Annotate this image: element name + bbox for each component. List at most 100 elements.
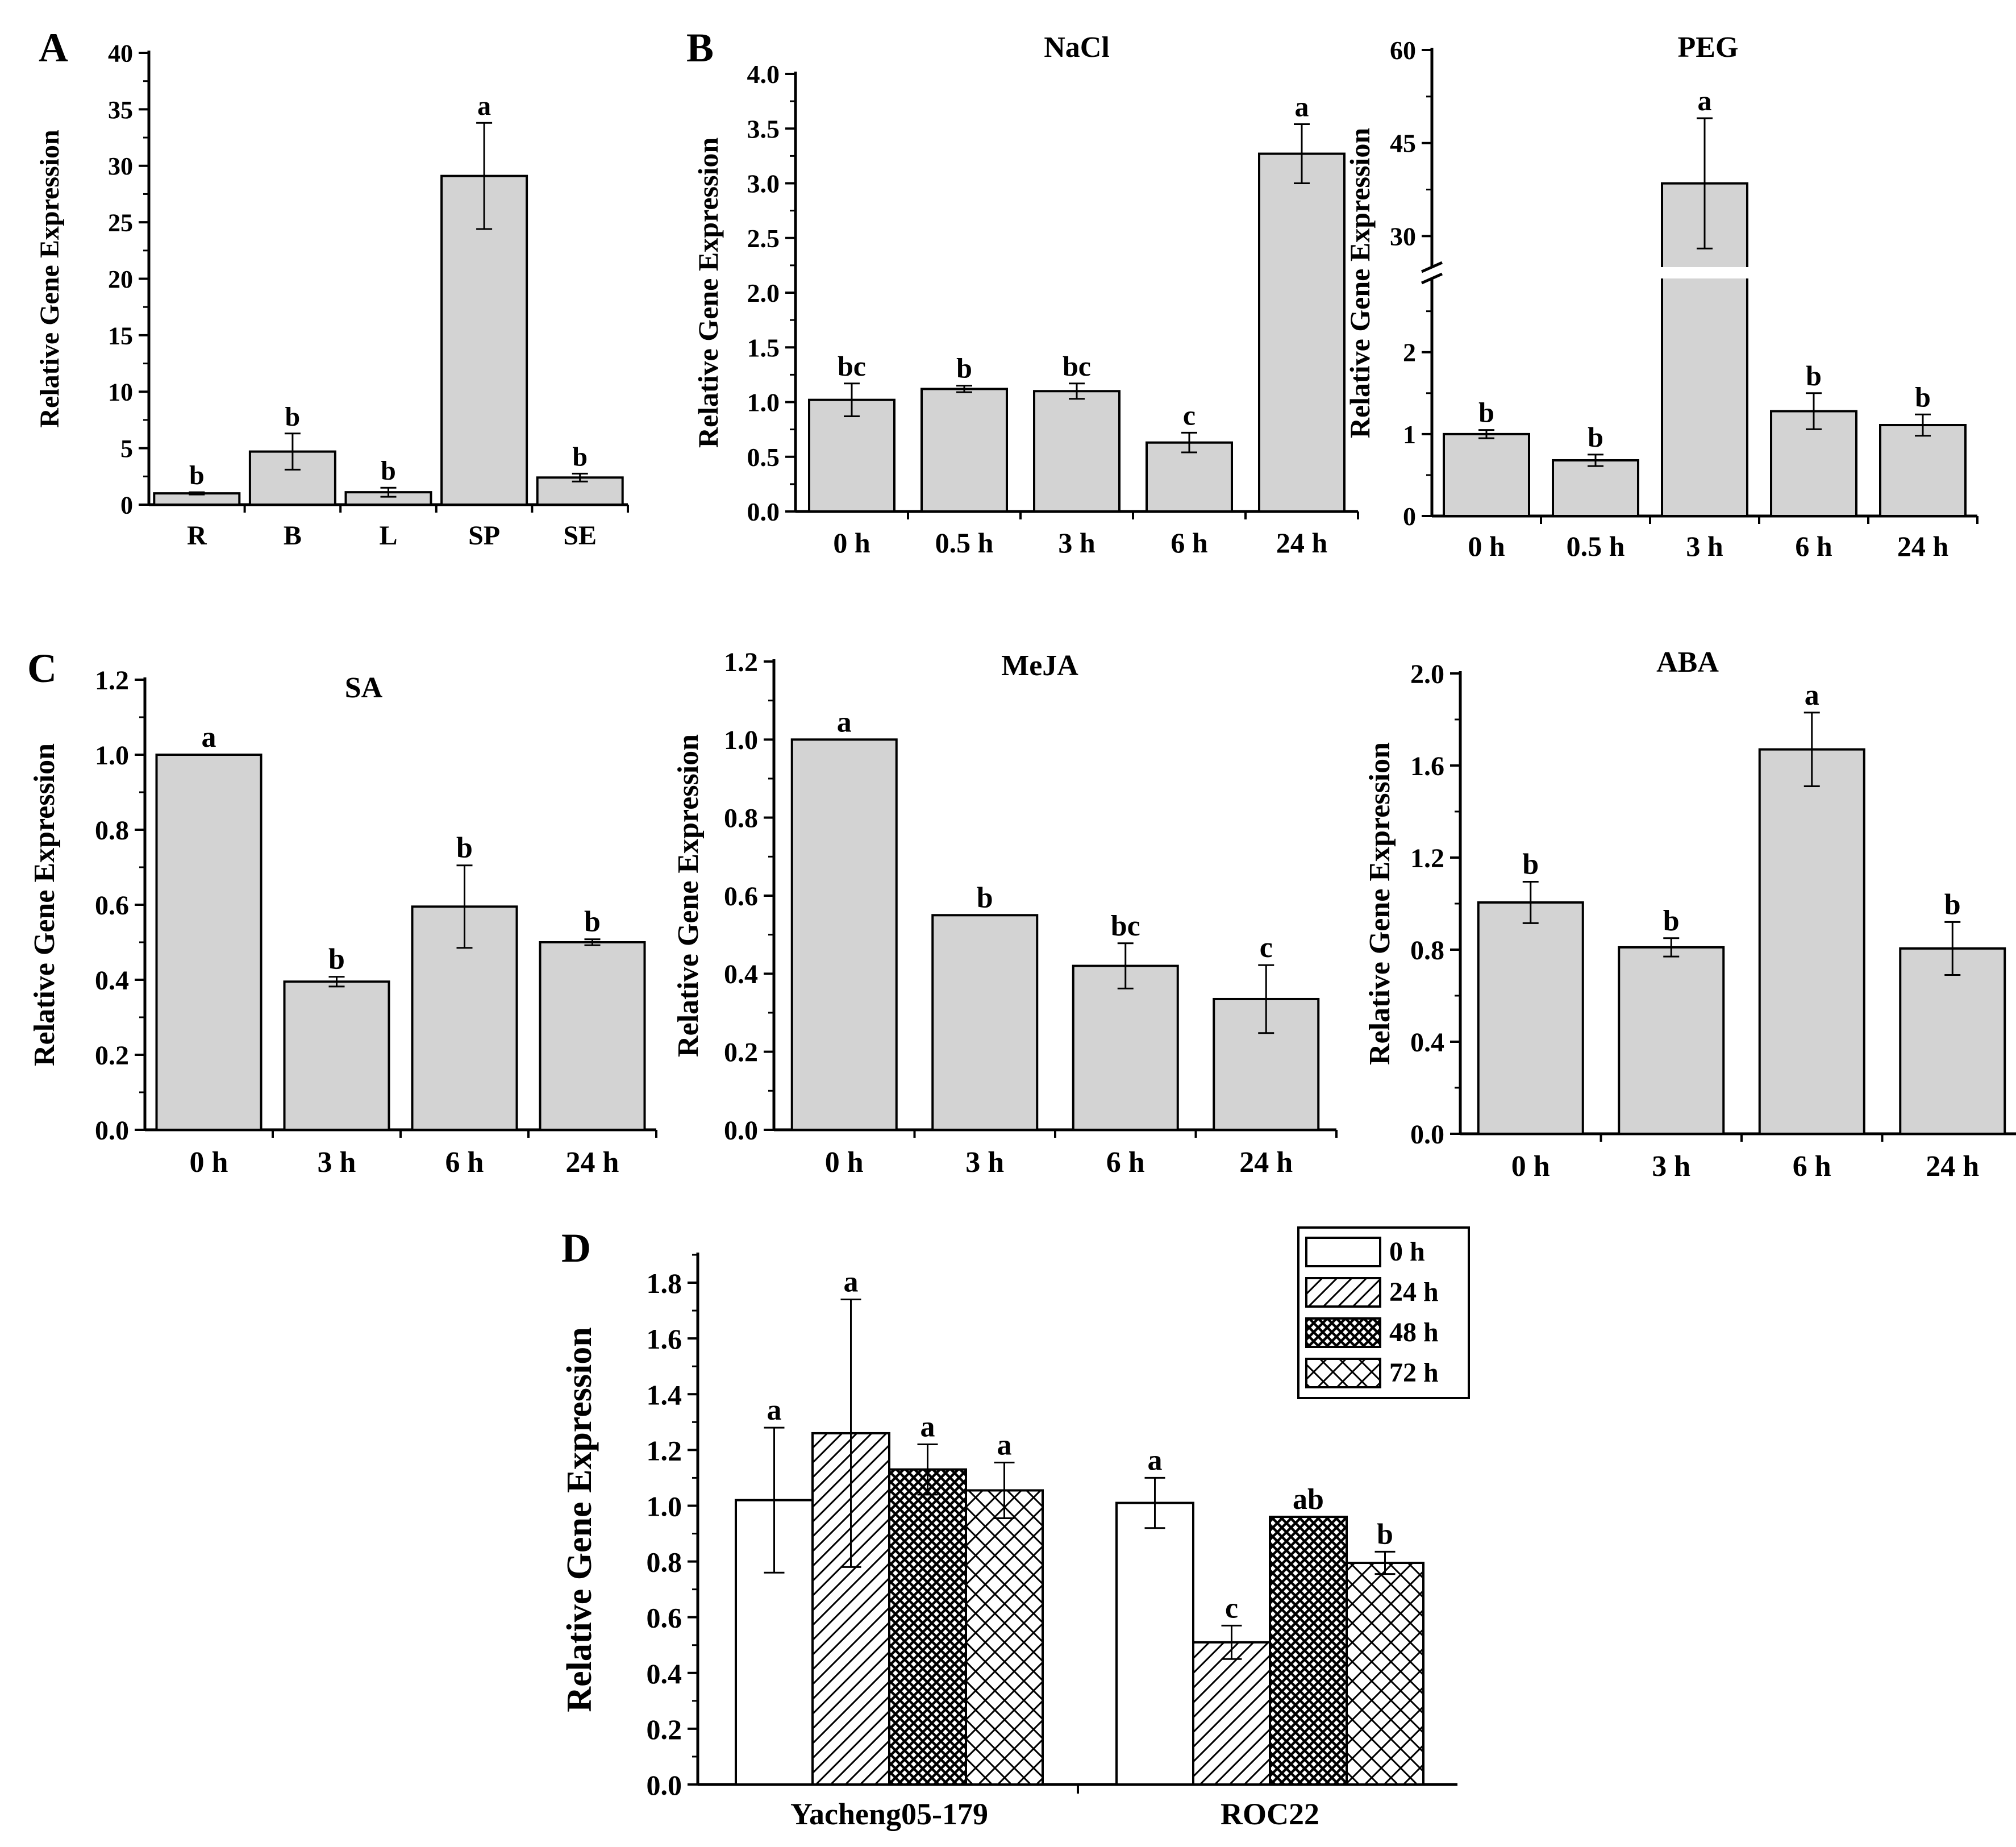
panel-label-c: C (27, 646, 57, 691)
y-tick-label: 1.0 (724, 725, 758, 755)
x-tick-label: 6 h (1106, 1146, 1145, 1179)
y-tick-label: 0.8 (724, 803, 758, 833)
y-tick-label: 0.0 (647, 1769, 682, 1801)
legend-label: 48 h (1389, 1317, 1439, 1347)
chart-title: MeJA (1001, 650, 1078, 682)
y-tick-label: 0.4 (647, 1658, 682, 1690)
chart-panel-meja: 0.0 0.2 0.4 0.6 0.8 1.0 1.2 a 0 h b 3 h bc 6 h c 24 h M… (672, 647, 1338, 1179)
chart-panel-d: 0.0 0.2 0.4 0.6 0.8 1.0 1.2 1.4 1.6 1.8 a a a a Yachen… (560, 1226, 1470, 1831)
legend-label: 0 h (1389, 1237, 1425, 1267)
y-tick-label: 25 (108, 209, 133, 237)
x-tick-label: L (379, 521, 397, 551)
significance-letter: c (1183, 399, 1196, 431)
significance-letter: b (456, 832, 473, 864)
y-tick-label: 60 (1390, 36, 1416, 65)
x-tick-label: 0 h (190, 1146, 228, 1179)
y-tick-label: 1.6 (647, 1323, 682, 1355)
y-tick-label: 1 (1403, 420, 1416, 449)
bar (965, 1489, 1044, 1786)
significance-letter: b (1806, 360, 1822, 392)
y-tick-label: 0.4 (1410, 1028, 1444, 1058)
x-tick-label: 0 h (825, 1146, 864, 1179)
bar (888, 1468, 967, 1786)
y-tick-label: 1.0 (647, 1490, 682, 1522)
y-tick-label: 30 (108, 152, 133, 180)
bar (1346, 1562, 1424, 1786)
x-tick-label: 24 h (1926, 1150, 1979, 1183)
y-tick-label: 0.4 (95, 966, 129, 996)
significance-letter: bc (838, 350, 866, 382)
y-tick-label: 3.5 (747, 114, 780, 143)
x-tick-label: 3 h (1058, 527, 1096, 559)
y-tick-label: 0.4 (724, 959, 758, 989)
x-tick-label: ROC22 (1221, 1797, 1319, 1831)
panel-label-d: D (561, 1225, 591, 1271)
y-tick-label: 0.2 (95, 1041, 129, 1071)
bar (539, 941, 646, 1131)
bar (155, 754, 263, 1131)
y-tick-label: 4.0 (747, 60, 780, 89)
significance-letter: b (381, 456, 396, 486)
x-tick-label: 6 h (1795, 530, 1832, 562)
legend-swatch (1305, 1237, 1381, 1267)
y-axis-label: Relative Gene Expression (1344, 128, 1376, 438)
y-axis-label: Relative Gene Expression (560, 1327, 599, 1712)
x-tick-label: 24 h (1239, 1146, 1293, 1179)
bar (790, 738, 898, 1132)
y-tick-label: 2.5 (747, 224, 780, 253)
y-tick-label: 2.0 (1410, 659, 1444, 689)
bar (1072, 964, 1179, 1131)
bar (1192, 1641, 1271, 1786)
bar (283, 980, 390, 1132)
x-tick-label: 3 h (318, 1146, 356, 1179)
y-axis-label: Relative Gene Expression (28, 743, 61, 1066)
bar (1443, 432, 1530, 517)
y-tick-label: 1.6 (1410, 751, 1444, 781)
x-tick-label: B (284, 521, 302, 551)
bar (440, 174, 528, 506)
bar (1477, 901, 1584, 1135)
significance-letter: b (956, 352, 972, 384)
significance-letter: a (920, 1411, 935, 1444)
chart-title: SA (345, 672, 383, 704)
y-tick-label: 30 (1390, 222, 1416, 251)
y-tick-label: 45 (1390, 129, 1416, 158)
chart-panel-sa: 0.0 0.2 0.4 0.6 0.8 1.0 1.2 a 0 h b 3 h b 6 h b 24 h SA… (28, 665, 657, 1179)
significance-letter: bc (1111, 910, 1140, 942)
y-tick-label: 0.6 (647, 1602, 682, 1634)
y-tick-label: 0.8 (647, 1546, 682, 1578)
significance-letter: b (189, 460, 205, 490)
significance-letter: bc (1063, 350, 1091, 382)
significance-letter: b (1522, 848, 1539, 881)
x-tick-label: 6 h (1171, 527, 1208, 559)
y-axis-label: Relative Gene Expression (672, 734, 705, 1057)
y-tick-label: 0.5 (747, 443, 780, 472)
y-tick-label: 1.2 (724, 647, 758, 677)
bar (1115, 1501, 1194, 1786)
x-tick-label: SE (563, 521, 597, 551)
bar (920, 388, 1008, 513)
significance-letter: b (572, 442, 588, 472)
y-axis-label: Relative Gene Expression (692, 138, 724, 448)
y-tick-label: 2 (1403, 338, 1416, 367)
x-tick-label: R (187, 521, 207, 551)
y-tick-label: 0.0 (95, 1116, 129, 1146)
significance-letter: b (1663, 905, 1680, 937)
bar (1879, 424, 1967, 517)
x-tick-label: 0.5 h (1567, 530, 1625, 562)
significance-letter: ab (1293, 1483, 1324, 1516)
bar (1269, 1516, 1348, 1786)
significance-letter: b (1588, 421, 1603, 453)
y-tick-label: 2.0 (747, 278, 780, 307)
axis-break-mark (1421, 261, 1443, 273)
axis-break-gap (1660, 267, 1750, 278)
significance-letter: c (1260, 931, 1273, 964)
y-tick-label: 1.2 (647, 1434, 682, 1466)
y-tick-label: 1.0 (95, 741, 129, 771)
y-tick-label: 1.2 (1410, 843, 1444, 873)
y-tick-label: 0.0 (724, 1116, 758, 1146)
panel-label-a: A (39, 25, 68, 70)
y-tick-label: 0.6 (724, 881, 758, 912)
bar (1146, 441, 1233, 513)
